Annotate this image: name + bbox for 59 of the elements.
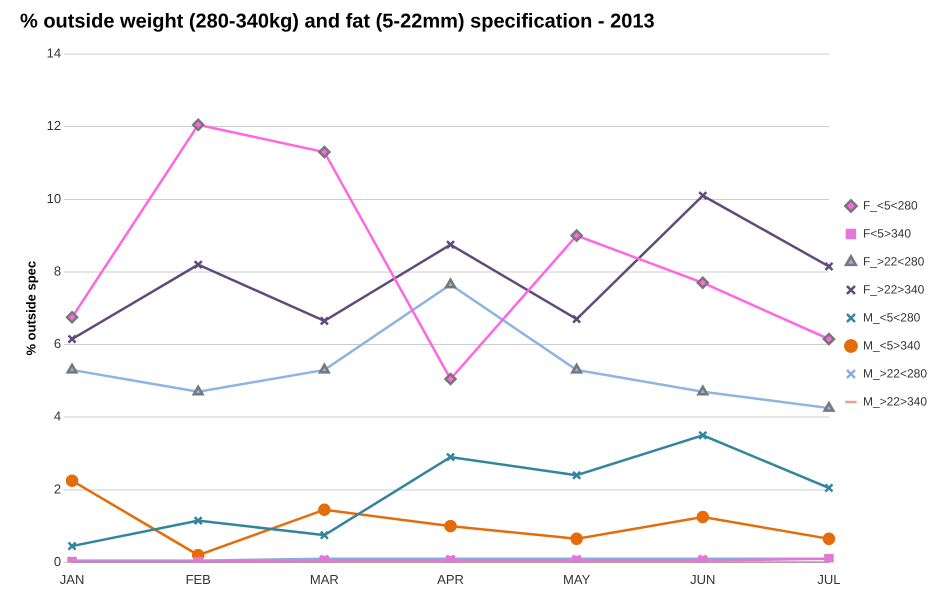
x-tick-label: JAN xyxy=(60,572,84,587)
point xyxy=(193,516,203,526)
point xyxy=(444,278,456,288)
point xyxy=(320,316,330,326)
point xyxy=(572,470,582,480)
point xyxy=(192,118,204,132)
point xyxy=(698,190,708,200)
y-tick-label: 0 xyxy=(54,554,62,569)
y-tick-label: 8 xyxy=(54,263,62,278)
legend-label: F_>22>340 xyxy=(862,282,925,296)
x-tick-label: APR xyxy=(437,572,464,587)
point xyxy=(192,385,204,396)
y-tick-label: 12 xyxy=(46,118,62,134)
chart-title: % outside weight (280-340kg) and fat (5-22mm) specification - 2013 xyxy=(20,10,655,33)
point xyxy=(193,260,203,270)
point xyxy=(696,510,710,524)
point xyxy=(446,240,456,250)
legend-label: F_<5<280 xyxy=(862,198,918,212)
legend-label: F<5>340 xyxy=(862,226,912,240)
point xyxy=(318,503,331,516)
y-tick-label: 4 xyxy=(54,408,62,424)
point xyxy=(320,530,330,540)
point xyxy=(571,364,582,374)
point xyxy=(318,146,331,158)
point xyxy=(570,229,583,242)
legend-label: F_>22<280 xyxy=(862,254,925,268)
y-tick-label: 10 xyxy=(46,190,62,206)
x-tick-label: JUL xyxy=(817,572,841,587)
legend-label: M_>22<280 xyxy=(862,366,928,380)
point xyxy=(698,430,708,440)
point xyxy=(318,364,330,374)
point xyxy=(822,532,836,546)
point xyxy=(67,334,77,344)
point xyxy=(824,483,834,493)
point xyxy=(444,520,457,532)
point xyxy=(66,474,78,487)
y-tick-label: 6 xyxy=(54,336,62,352)
x-tick-label: FEB xyxy=(186,572,211,587)
point xyxy=(66,311,78,324)
legend-label: M_>22>340 xyxy=(862,394,928,408)
point xyxy=(66,364,78,374)
x-tick-label: MAR xyxy=(310,572,339,587)
point xyxy=(570,532,583,546)
point xyxy=(823,402,835,412)
point xyxy=(822,332,836,346)
y-tick-label: 14 xyxy=(46,46,62,61)
point xyxy=(697,385,708,396)
y-axis-title: % outside spec xyxy=(23,260,38,356)
point xyxy=(444,372,457,386)
x-tick-label: MAY xyxy=(563,572,591,587)
y-tick-label: 2 xyxy=(54,481,62,496)
point xyxy=(572,314,582,324)
point xyxy=(67,541,77,551)
point xyxy=(446,452,456,462)
legend-label: M_<5>340 xyxy=(862,338,921,352)
point xyxy=(824,262,834,272)
point xyxy=(696,276,710,290)
legend-label: M_<5<280 xyxy=(862,310,921,324)
x-tick-label: JUN xyxy=(690,572,716,587)
